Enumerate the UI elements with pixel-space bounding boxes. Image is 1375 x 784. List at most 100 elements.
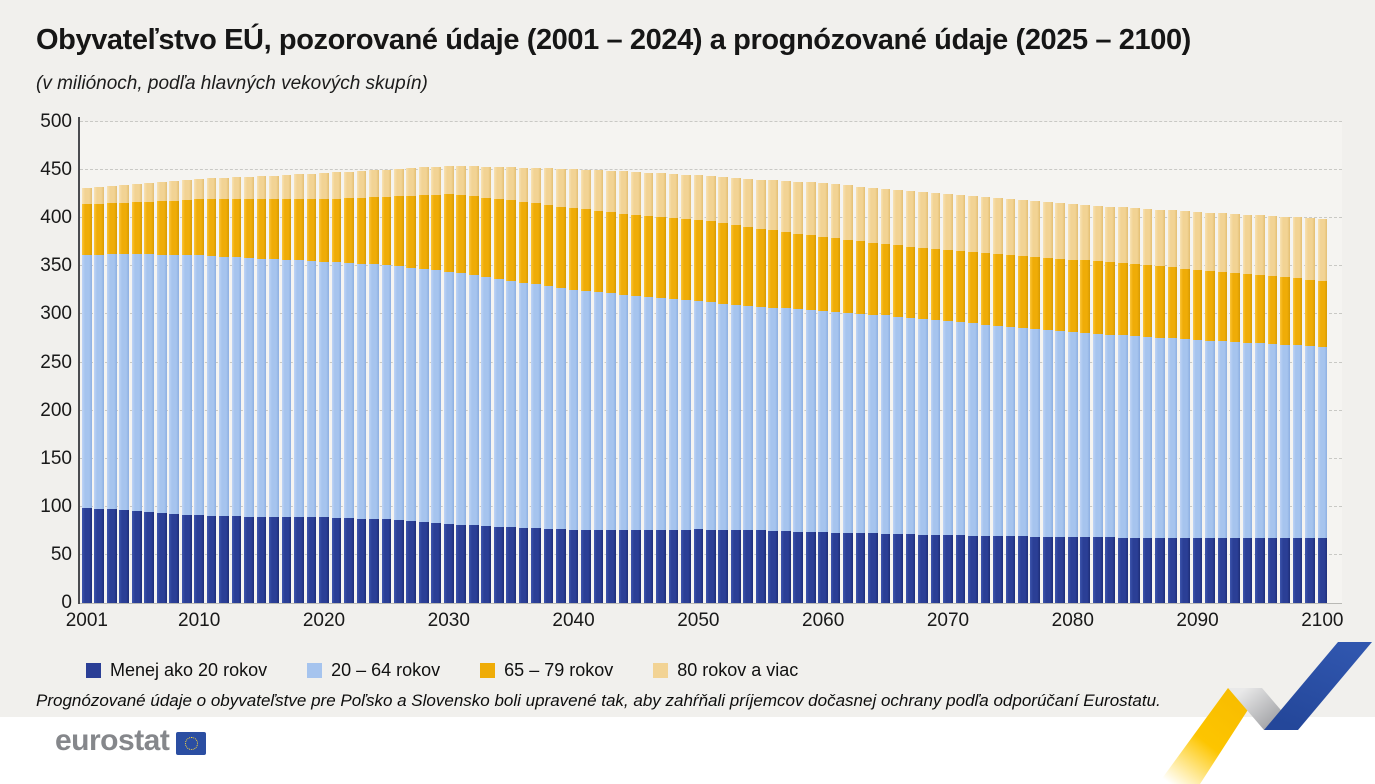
bar-segment [693, 529, 704, 603]
bar-segment [1080, 260, 1091, 333]
bar-segment [1030, 201, 1041, 257]
bar-segment [1305, 345, 1315, 539]
bar-segment [743, 178, 754, 227]
bar-segment [94, 508, 105, 603]
bar-2098 [1292, 217, 1303, 603]
bar-segment [1092, 261, 1103, 334]
bar-segment [868, 533, 878, 603]
bar-segment [1167, 210, 1178, 268]
bar-segment [581, 529, 591, 603]
bar-segment [406, 195, 417, 268]
bar-2095 [1255, 215, 1265, 603]
bar-2003 [106, 186, 117, 603]
bar-segment [206, 515, 217, 603]
bar-segment [468, 196, 479, 276]
y-axis-label-300: 300 [40, 303, 72, 325]
bar-2083 [1105, 206, 1116, 603]
bar-segment [219, 177, 229, 200]
bar-segment [518, 527, 529, 603]
bar-segment [443, 524, 454, 603]
bar-segment [893, 316, 903, 535]
bar-segment [406, 168, 417, 196]
bar-2035 [506, 167, 516, 603]
eurostat-logo: eurostat [55, 724, 207, 758]
bar-segment [1317, 280, 1328, 347]
bar-segment [868, 314, 878, 534]
bar-segment [1180, 537, 1190, 603]
eu-flag-icon [176, 732, 207, 755]
bar-segment [681, 174, 691, 219]
bar-segment [668, 217, 679, 300]
plot-area [78, 117, 1342, 604]
bar-segment [369, 264, 379, 519]
bar-segment [606, 293, 616, 530]
bar-segment [1230, 272, 1240, 342]
bar-segment [706, 302, 716, 530]
bar-2012 [219, 177, 229, 603]
bar-segment [993, 198, 1003, 255]
x-axis-baseline [80, 603, 1342, 604]
bar-segment [993, 254, 1003, 326]
bar-segment [394, 168, 404, 197]
bar-2044 [618, 171, 629, 603]
gridline-500 [80, 121, 1342, 122]
bar-segment [418, 522, 429, 603]
bar-segment [893, 534, 903, 603]
bar-segment [156, 181, 167, 202]
bar-segment [231, 516, 242, 603]
bar-2001 [82, 188, 92, 603]
bar-2014 [244, 176, 254, 603]
bar-segment [181, 514, 192, 603]
bar-segment [1105, 206, 1116, 263]
bar-segment [693, 175, 704, 220]
bar-segment [1205, 538, 1215, 603]
bar-segment [568, 529, 579, 603]
bar-2053 [730, 178, 741, 603]
bar-segment [730, 304, 741, 530]
bar-segment [618, 171, 629, 214]
bar-segment [156, 254, 167, 513]
bar-2074 [993, 198, 1003, 603]
y-axis-label-100: 100 [40, 495, 72, 517]
x-axis-label-2060: 2060 [802, 610, 845, 631]
bar-segment [1280, 277, 1290, 345]
bar-2011 [206, 178, 217, 603]
bar-2075 [1005, 199, 1016, 603]
legend-item-20-64: 20 – 64 rokov [307, 660, 440, 681]
footnote: Prognózované údaje o obyvateľstve pre Po… [36, 691, 1161, 710]
bar-2064 [868, 187, 878, 603]
bar-segment [1267, 276, 1278, 344]
bar-segment [1267, 343, 1278, 539]
bar-segment [1217, 271, 1228, 342]
bar-2065 [880, 188, 891, 603]
bar-segment [556, 529, 566, 603]
bar-segment [1242, 273, 1253, 343]
bar-segment [905, 317, 916, 535]
bar-segment [119, 254, 130, 511]
bar-segment [493, 166, 504, 199]
bar-segment [693, 301, 704, 530]
bar-segment [805, 531, 816, 603]
bar-segment [1167, 267, 1178, 339]
bar-segment [1230, 538, 1240, 603]
bar-2100 [1317, 218, 1328, 603]
bar-segment [406, 267, 417, 522]
bar-segment [1217, 538, 1228, 603]
bar-segment [955, 322, 966, 536]
bar-segment [568, 208, 579, 290]
bar-segment [431, 166, 442, 195]
bar-segment [281, 175, 292, 200]
bar-segment [1305, 538, 1315, 603]
bar-segment [980, 253, 991, 325]
bar-segment [219, 256, 229, 517]
bar-segment [631, 295, 641, 530]
legend-label-under-20: Menej ako 20 rokov [110, 660, 268, 680]
bar-2056 [768, 180, 779, 603]
bar-2090 [1192, 211, 1203, 603]
bar-segment [256, 176, 267, 200]
bar-segment [780, 232, 791, 309]
bar-2061 [830, 184, 841, 603]
bar-segment [780, 531, 791, 603]
bar-segment [1042, 536, 1053, 603]
